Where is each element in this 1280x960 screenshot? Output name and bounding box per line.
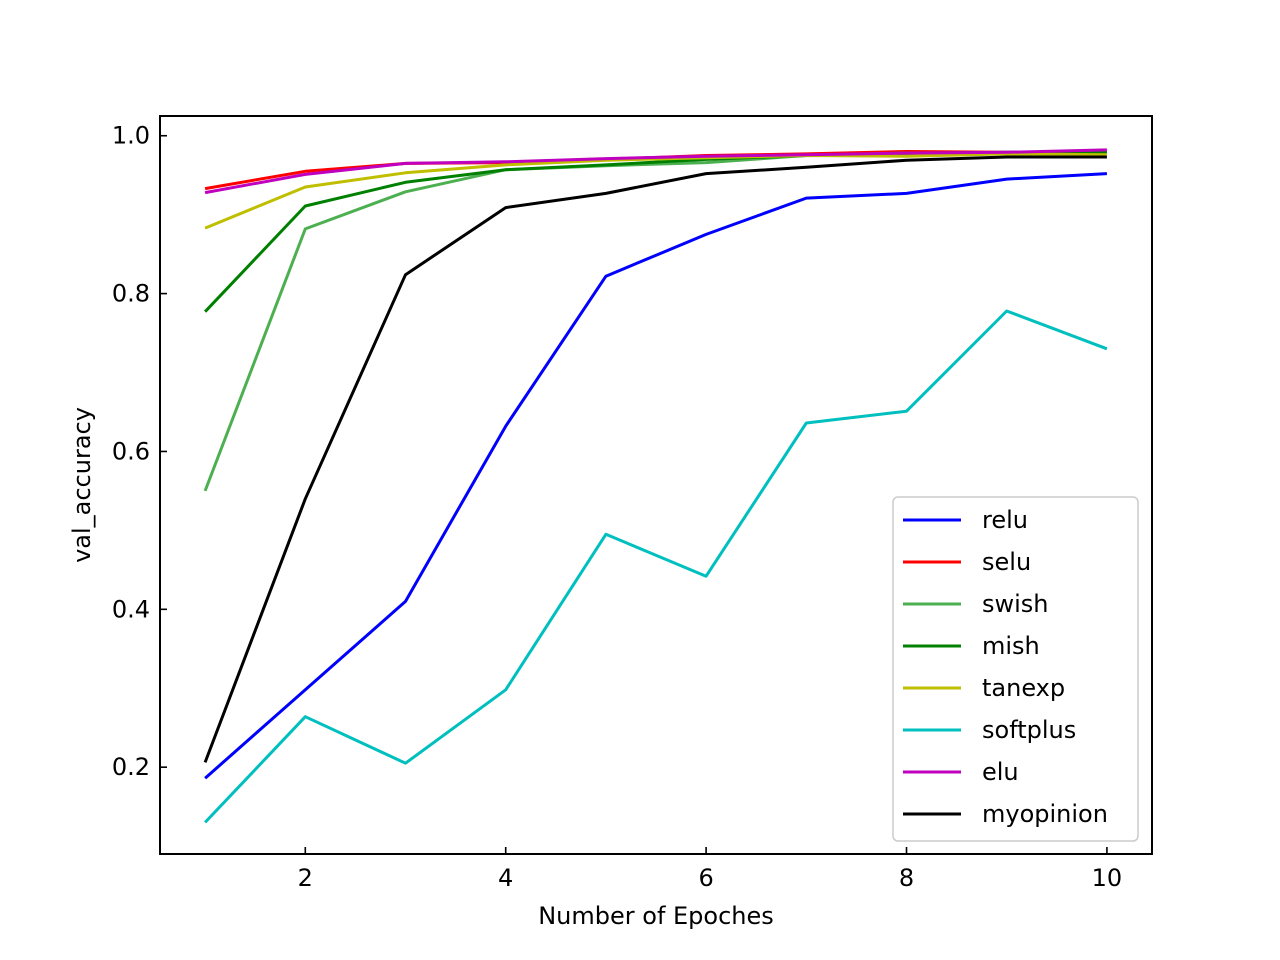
series-line-tanexp (204, 152, 1107, 230)
series-layer (203, 148, 1108, 824)
y-tick-label: 1.0 (112, 122, 150, 150)
legend-label-softplus: softplus (982, 716, 1076, 744)
y-tick-label: 0.6 (112, 437, 150, 465)
legend-label-tanexp: tanexp (982, 674, 1065, 702)
series-line-myopinion (203, 155, 1107, 763)
x-tick-label: 10 (1092, 864, 1123, 892)
legend-label-elu: elu (982, 758, 1019, 786)
legend-label-myopinion: myopinion (982, 800, 1108, 828)
tick-layer: 2 4 6 8 10 0.2 0.4 0.6 0.8 1.0 (112, 122, 1122, 892)
legend-label-relu: relu (982, 506, 1028, 534)
legend-box (892, 496, 1139, 842)
x-tick-label: 6 (698, 864, 713, 892)
plot-frame (159, 115, 1153, 855)
x-tick-label: 4 (498, 864, 513, 892)
legend: relu selu swish mish tanexp softplus elu myopin… (892, 496, 1139, 842)
legend-label-mish: mish (982, 632, 1040, 660)
y-tick-label: 0.8 (112, 280, 150, 308)
series-line-softplus (204, 309, 1108, 824)
x-tick-label: 2 (298, 864, 313, 892)
y-tick-label: 0.2 (112, 753, 150, 781)
x-tick-label: 8 (899, 864, 914, 892)
series-line-relu (204, 172, 1107, 780)
y-tick-label: 0.4 (112, 595, 150, 623)
legend-label-selu: selu (982, 548, 1031, 576)
x-axis-label: Number of Epoches (538, 902, 774, 930)
legend-label-swish: swish (982, 590, 1049, 618)
series-line-elu (204, 148, 1107, 195)
y-axis-label: val_accuracy (68, 407, 96, 563)
